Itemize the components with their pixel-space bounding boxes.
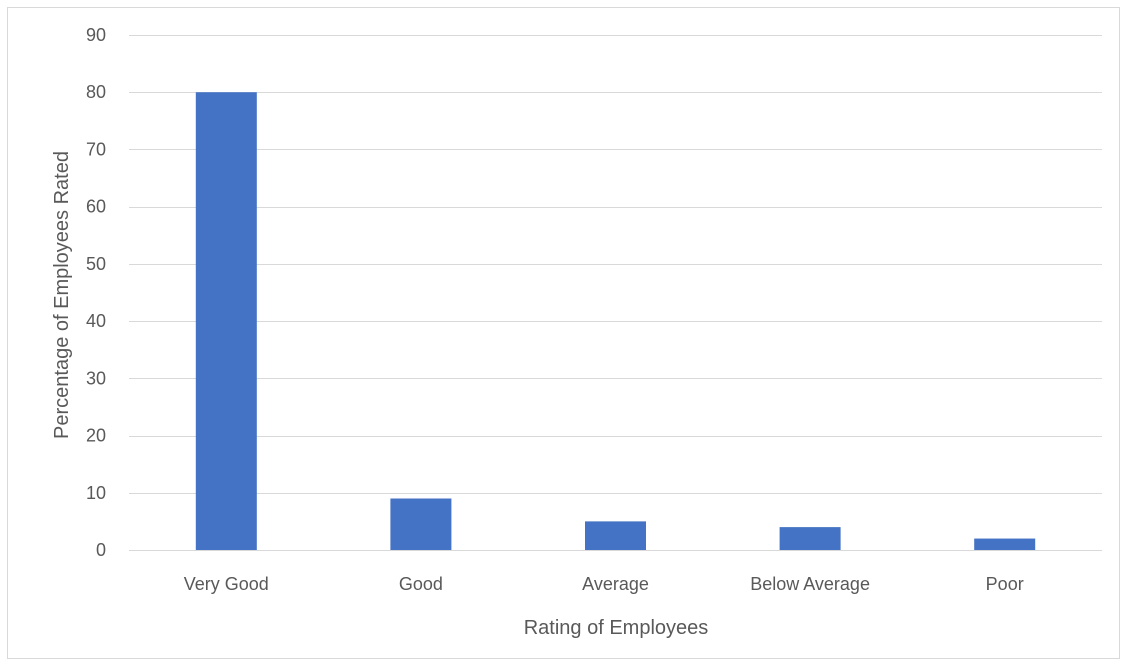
- y-tick-label: 0: [96, 540, 106, 560]
- y-tick-label: 30: [86, 368, 106, 388]
- y-tick-label: 90: [86, 25, 106, 45]
- bar-very-good: [195, 92, 257, 550]
- bar-below-average: [779, 527, 841, 550]
- y-tick-label: 70: [86, 139, 106, 159]
- y-axis-ticks: 0 10 20 30 40 50 60 70 80 90: [86, 25, 106, 560]
- x-tick-label: Poor: [986, 574, 1024, 594]
- x-axis-title: Rating of Employees: [524, 617, 709, 639]
- x-axis-ticks: Very Good Good Average Below Average Poor: [184, 574, 1024, 594]
- y-axis-title: Percentage of Employees Rated: [51, 151, 73, 439]
- bar-good: [390, 498, 452, 550]
- bar-poor: [974, 538, 1036, 550]
- y-tick-label: 60: [86, 197, 106, 217]
- y-tick-label: 10: [86, 483, 106, 503]
- y-tick-label: 40: [86, 311, 106, 331]
- x-tick-label: Average: [582, 574, 649, 594]
- y-tick-label: 80: [86, 82, 106, 102]
- gridlines: [129, 35, 1102, 494]
- bar-average: [585, 521, 646, 550]
- x-tick-label: Very Good: [184, 574, 269, 594]
- x-tick-label: Good: [399, 574, 443, 594]
- y-tick-label: 50: [86, 254, 106, 274]
- x-tick-label: Below Average: [750, 574, 870, 594]
- y-tick-label: 20: [86, 426, 106, 446]
- bars: [195, 92, 1036, 550]
